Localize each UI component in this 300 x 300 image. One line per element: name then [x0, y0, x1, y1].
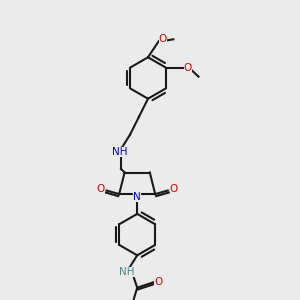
Text: O: O	[170, 184, 178, 194]
Text: NH: NH	[112, 147, 128, 157]
Text: N: N	[133, 192, 141, 202]
Text: O: O	[184, 63, 192, 73]
Text: O: O	[154, 277, 163, 287]
Text: O: O	[159, 34, 167, 44]
Text: O: O	[97, 184, 105, 194]
Text: NH: NH	[119, 267, 135, 277]
